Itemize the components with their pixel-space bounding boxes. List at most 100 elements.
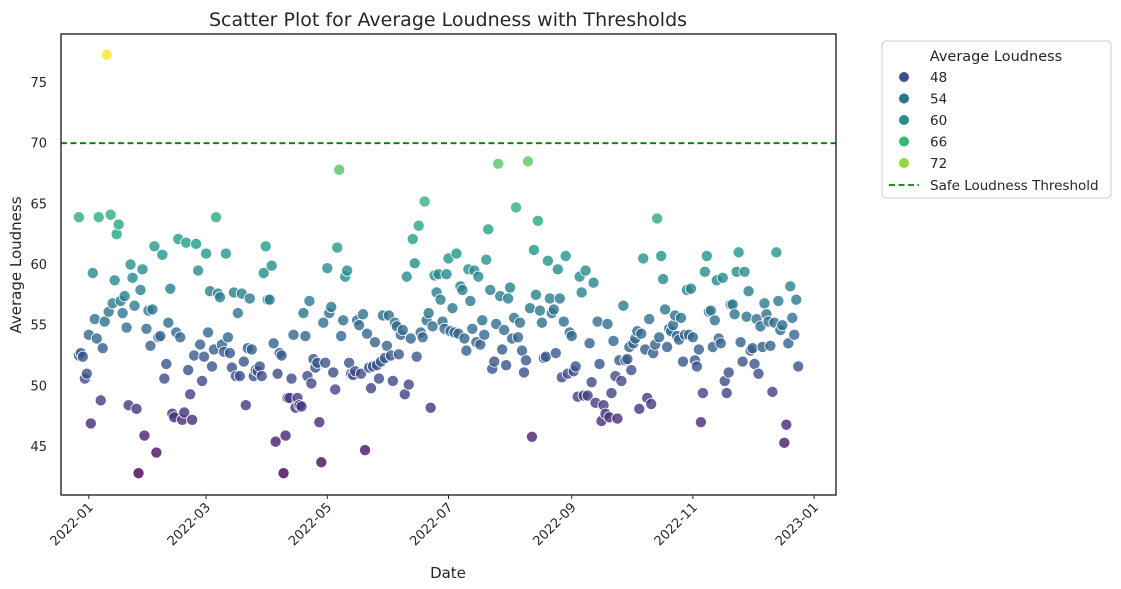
data-point [368, 336, 381, 349]
data-point [504, 281, 517, 294]
y-tick-label: 70 [30, 137, 47, 152]
data-point [464, 294, 477, 307]
data-point [162, 316, 175, 329]
data-point [355, 367, 368, 380]
data-point [329, 383, 342, 396]
data-point [154, 330, 167, 343]
y-tick-label: 75 [30, 76, 47, 91]
data-point [410, 350, 423, 363]
data-point [297, 307, 310, 320]
data-point [94, 394, 107, 407]
data-point [253, 360, 266, 373]
data-point [661, 340, 674, 353]
data-point [657, 273, 670, 286]
data-point [219, 247, 232, 260]
data-point [637, 252, 650, 265]
data-point [156, 248, 169, 261]
data-point [617, 299, 630, 312]
data-point [716, 271, 729, 284]
data-point [333, 163, 346, 176]
data-point [607, 334, 620, 347]
data-point [676, 355, 689, 368]
data-point [279, 429, 292, 442]
data-point [587, 276, 600, 289]
data-point [110, 228, 123, 241]
data-point [778, 436, 791, 449]
data-point [213, 291, 226, 304]
data-point [178, 406, 191, 419]
data-point [245, 343, 258, 356]
legend: Average Loudness 48 54 60 66 72 Safe Loudnes… [881, 40, 1112, 199]
data-point [88, 313, 101, 326]
x-tick-label: 2022-03 [165, 500, 214, 549]
data-point [126, 271, 139, 284]
data-point [684, 282, 697, 295]
data-point [659, 303, 672, 316]
data-point [263, 293, 276, 306]
data-point [533, 304, 546, 317]
data-point [653, 331, 666, 344]
data-point [231, 307, 244, 320]
data-point [221, 331, 234, 344]
data-point [569, 360, 582, 373]
data-point [104, 208, 117, 221]
data-point [512, 331, 525, 344]
data-point [303, 294, 316, 307]
data-point [267, 337, 280, 350]
data-point [780, 418, 793, 431]
data-point [583, 337, 596, 350]
data-point [412, 219, 425, 232]
data-point [200, 247, 213, 260]
data-point [134, 283, 147, 296]
data-point [514, 316, 527, 329]
data-point [408, 257, 421, 270]
data-point [239, 399, 252, 412]
data-point [426, 320, 439, 333]
legend-label: 66 [930, 135, 947, 151]
data-point [736, 355, 749, 368]
data-point [520, 354, 533, 367]
data-point [591, 315, 604, 328]
data-point [752, 367, 765, 380]
data-point [259, 240, 272, 253]
data-point [776, 319, 789, 332]
data-point [223, 347, 236, 360]
data-point [690, 360, 703, 373]
data-point [551, 263, 564, 276]
data-point [543, 292, 556, 305]
data-point [158, 372, 171, 385]
data-point [392, 348, 405, 361]
x-tick-label: 2022-11 [652, 500, 701, 549]
data-point [275, 349, 288, 362]
data-point [209, 211, 222, 224]
data-point [792, 360, 805, 373]
data-point [194, 338, 207, 351]
data-point [732, 246, 745, 259]
data-point [553, 292, 566, 305]
data-point [118, 290, 131, 303]
data-point [675, 311, 688, 324]
data-point [359, 444, 372, 457]
data-point [772, 294, 785, 307]
data-point [184, 388, 197, 401]
data-point [488, 355, 501, 368]
data-point [174, 331, 187, 344]
data-point [720, 387, 733, 400]
data-point [527, 243, 540, 256]
data-point [492, 157, 505, 170]
data-point [364, 382, 377, 395]
legend-label: 72 [930, 156, 947, 172]
data-point [549, 347, 562, 360]
data-point [424, 401, 437, 414]
data-point [605, 387, 618, 400]
data-point [700, 250, 713, 263]
data-point [770, 246, 783, 259]
data-point [90, 332, 103, 345]
legend-marker [899, 93, 909, 104]
data-point [478, 328, 491, 341]
legend-label: 48 [930, 70, 947, 86]
data-point [692, 343, 705, 356]
data-point [206, 360, 219, 373]
data-point [406, 233, 419, 246]
data-point [120, 321, 133, 334]
